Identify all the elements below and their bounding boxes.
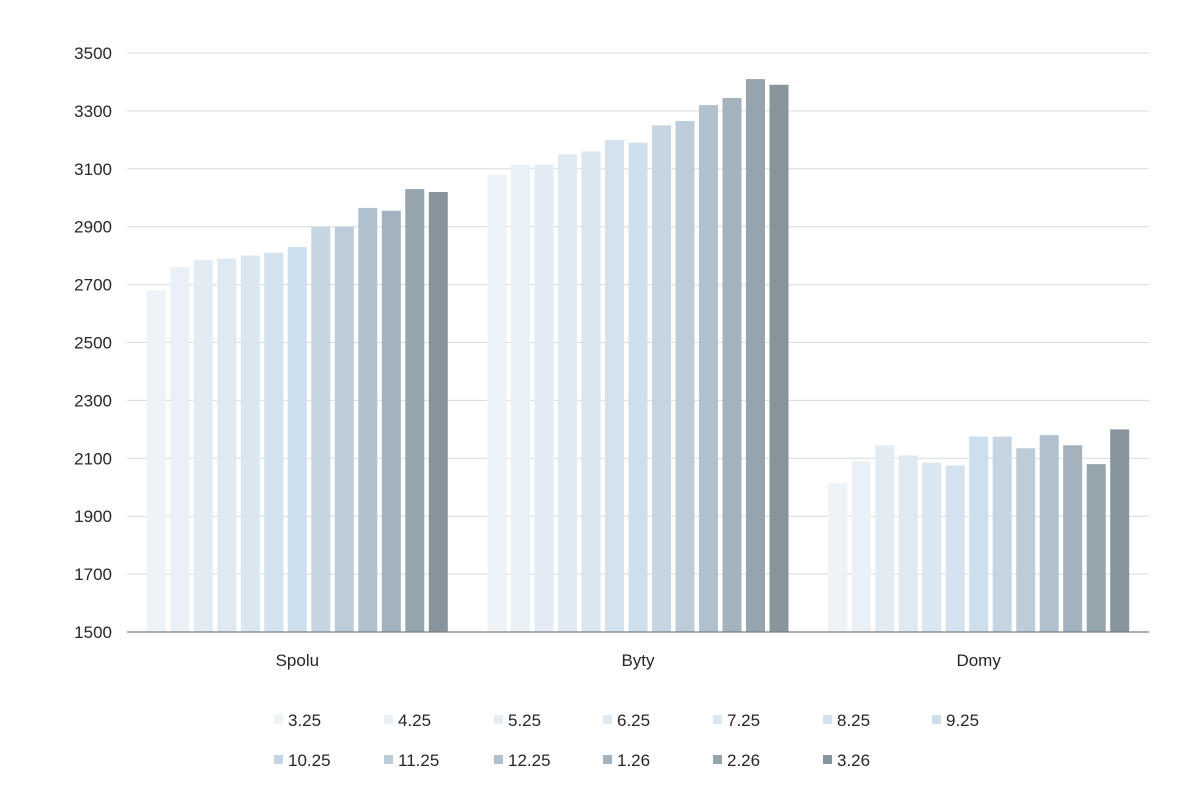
bar-byty-10-25	[652, 125, 671, 633]
bar-domy-7-25	[922, 462, 942, 632]
bars	[146, 79, 1130, 633]
x-axis: Spolu Byty Domy	[276, 651, 1002, 670]
bar-domy-10-25	[992, 436, 1012, 632]
legend-item: 10.25	[274, 751, 331, 770]
legend-swatch	[823, 715, 832, 724]
legend-label: 4.25	[398, 711, 431, 730]
bar-domy-3-25	[828, 482, 848, 632]
legend-item: 8.25	[823, 711, 870, 730]
legend-item: 7.25	[713, 711, 760, 730]
legend-swatch	[274, 755, 283, 764]
bar-byty-2-26	[746, 79, 765, 633]
y-tick-label: 2700	[74, 276, 112, 295]
category-label: Byty	[621, 651, 655, 670]
legend-item: 4.25	[384, 711, 431, 730]
bar-spolu-1-26	[381, 210, 401, 633]
bar-spolu-11-25	[334, 226, 354, 632]
legend-swatch	[603, 755, 612, 764]
y-tick-label: 2300	[74, 391, 112, 410]
bar-domy-6-25	[898, 455, 918, 632]
bar-domy-1-26	[1063, 445, 1083, 632]
legend-label: 2.26	[727, 751, 760, 770]
legend-swatch	[823, 755, 832, 764]
bar-byty-4-25	[511, 164, 530, 632]
legend-item: 11.25	[384, 751, 439, 770]
bar-byty-7-25	[581, 151, 601, 632]
legend-label: 9.25	[946, 711, 979, 730]
legend-item: 9.25	[932, 711, 979, 730]
bar-spolu-5-25	[193, 260, 213, 632]
legend-swatch	[274, 715, 283, 724]
bar-byty-11-25	[675, 121, 695, 632]
y-axis: 1500 1700 1900 2100 2300 2500 2700 2900 3100 3300…	[74, 44, 112, 642]
legend-label: 12.25	[508, 751, 551, 770]
category-label: Domy	[956, 651, 1001, 670]
legend-swatch	[932, 715, 941, 724]
y-tick-label: 3500	[74, 44, 112, 63]
legend-swatch	[713, 715, 722, 724]
legend-item: 2.26	[713, 751, 760, 770]
bar-spolu-3-25	[146, 290, 166, 632]
legend-label: 3.26	[837, 751, 870, 770]
legend-item: 3.25	[274, 711, 321, 730]
legend-swatch	[494, 755, 503, 764]
y-tick-label: 2500	[74, 334, 112, 353]
legend-item: 6.25	[603, 711, 650, 730]
bar-byty-1-26	[722, 97, 742, 632]
y-tick-label: 1900	[74, 507, 112, 526]
bar-spolu-2-26	[405, 189, 425, 632]
legend-swatch	[713, 755, 722, 764]
bar-spolu-7-25	[240, 255, 260, 632]
legend-label: 7.25	[727, 711, 760, 730]
bar-domy-9-25	[969, 436, 989, 632]
legend-item: 12.25	[494, 751, 551, 770]
y-tick-label: 2900	[74, 218, 112, 237]
bar-domy-3-26	[1110, 429, 1130, 632]
legend-label: 11.25	[398, 751, 439, 770]
legend: 3.25 4.25 5.25 6.25 7.25 8.25 9.25 10.25 11.25 12…	[274, 711, 979, 770]
legend-label: 3.25	[288, 711, 321, 730]
legend-item: 5.25	[494, 711, 541, 730]
bar-spolu-6-25	[217, 258, 237, 632]
bar-domy-4-25	[851, 461, 871, 632]
legend-label: 10.25	[288, 751, 331, 770]
legend-swatch	[603, 715, 612, 724]
legend-label: 1.26	[617, 751, 650, 770]
bar-byty-3-25	[487, 174, 507, 632]
category-label: Spolu	[276, 651, 319, 670]
bar-domy-11-25	[1016, 448, 1036, 632]
legend-label: 6.25	[617, 711, 650, 730]
bar-spolu-10-25	[311, 226, 331, 632]
bar-byty-9-25	[628, 142, 648, 632]
bar-spolu-3-26	[428, 192, 448, 632]
legend-swatch	[384, 755, 393, 764]
legend-label: 8.25	[837, 711, 870, 730]
y-tick-label: 1500	[74, 623, 112, 642]
bar-domy-2-26	[1086, 464, 1106, 632]
y-tick-label: 1700	[74, 565, 112, 584]
y-tick-label: 3300	[74, 102, 112, 121]
y-tick-label: 2100	[74, 449, 112, 468]
bar-byty-3-26	[769, 84, 789, 633]
bar-domy-5-25	[875, 445, 895, 632]
bar-byty-6-25	[558, 154, 577, 633]
legend-label: 5.25	[508, 711, 541, 730]
legend-item: 3.26	[823, 751, 870, 770]
bar-domy-8-25	[945, 465, 965, 632]
legend-swatch	[494, 715, 503, 724]
bar-domy-12-25	[1039, 435, 1059, 632]
legend-item: 1.26	[603, 751, 650, 770]
bar-byty-8-25	[605, 139, 624, 632]
bar-byty-5-25	[534, 164, 554, 632]
bar-spolu-12-25	[358, 207, 378, 632]
bar-spolu-8-25	[264, 252, 284, 633]
bar-spolu-4-25	[170, 267, 190, 632]
y-tick-label: 3100	[74, 160, 112, 179]
bar-byty-12-25	[699, 105, 718, 633]
legend-swatch	[384, 715, 393, 724]
bar-spolu-9-25	[287, 247, 307, 632]
